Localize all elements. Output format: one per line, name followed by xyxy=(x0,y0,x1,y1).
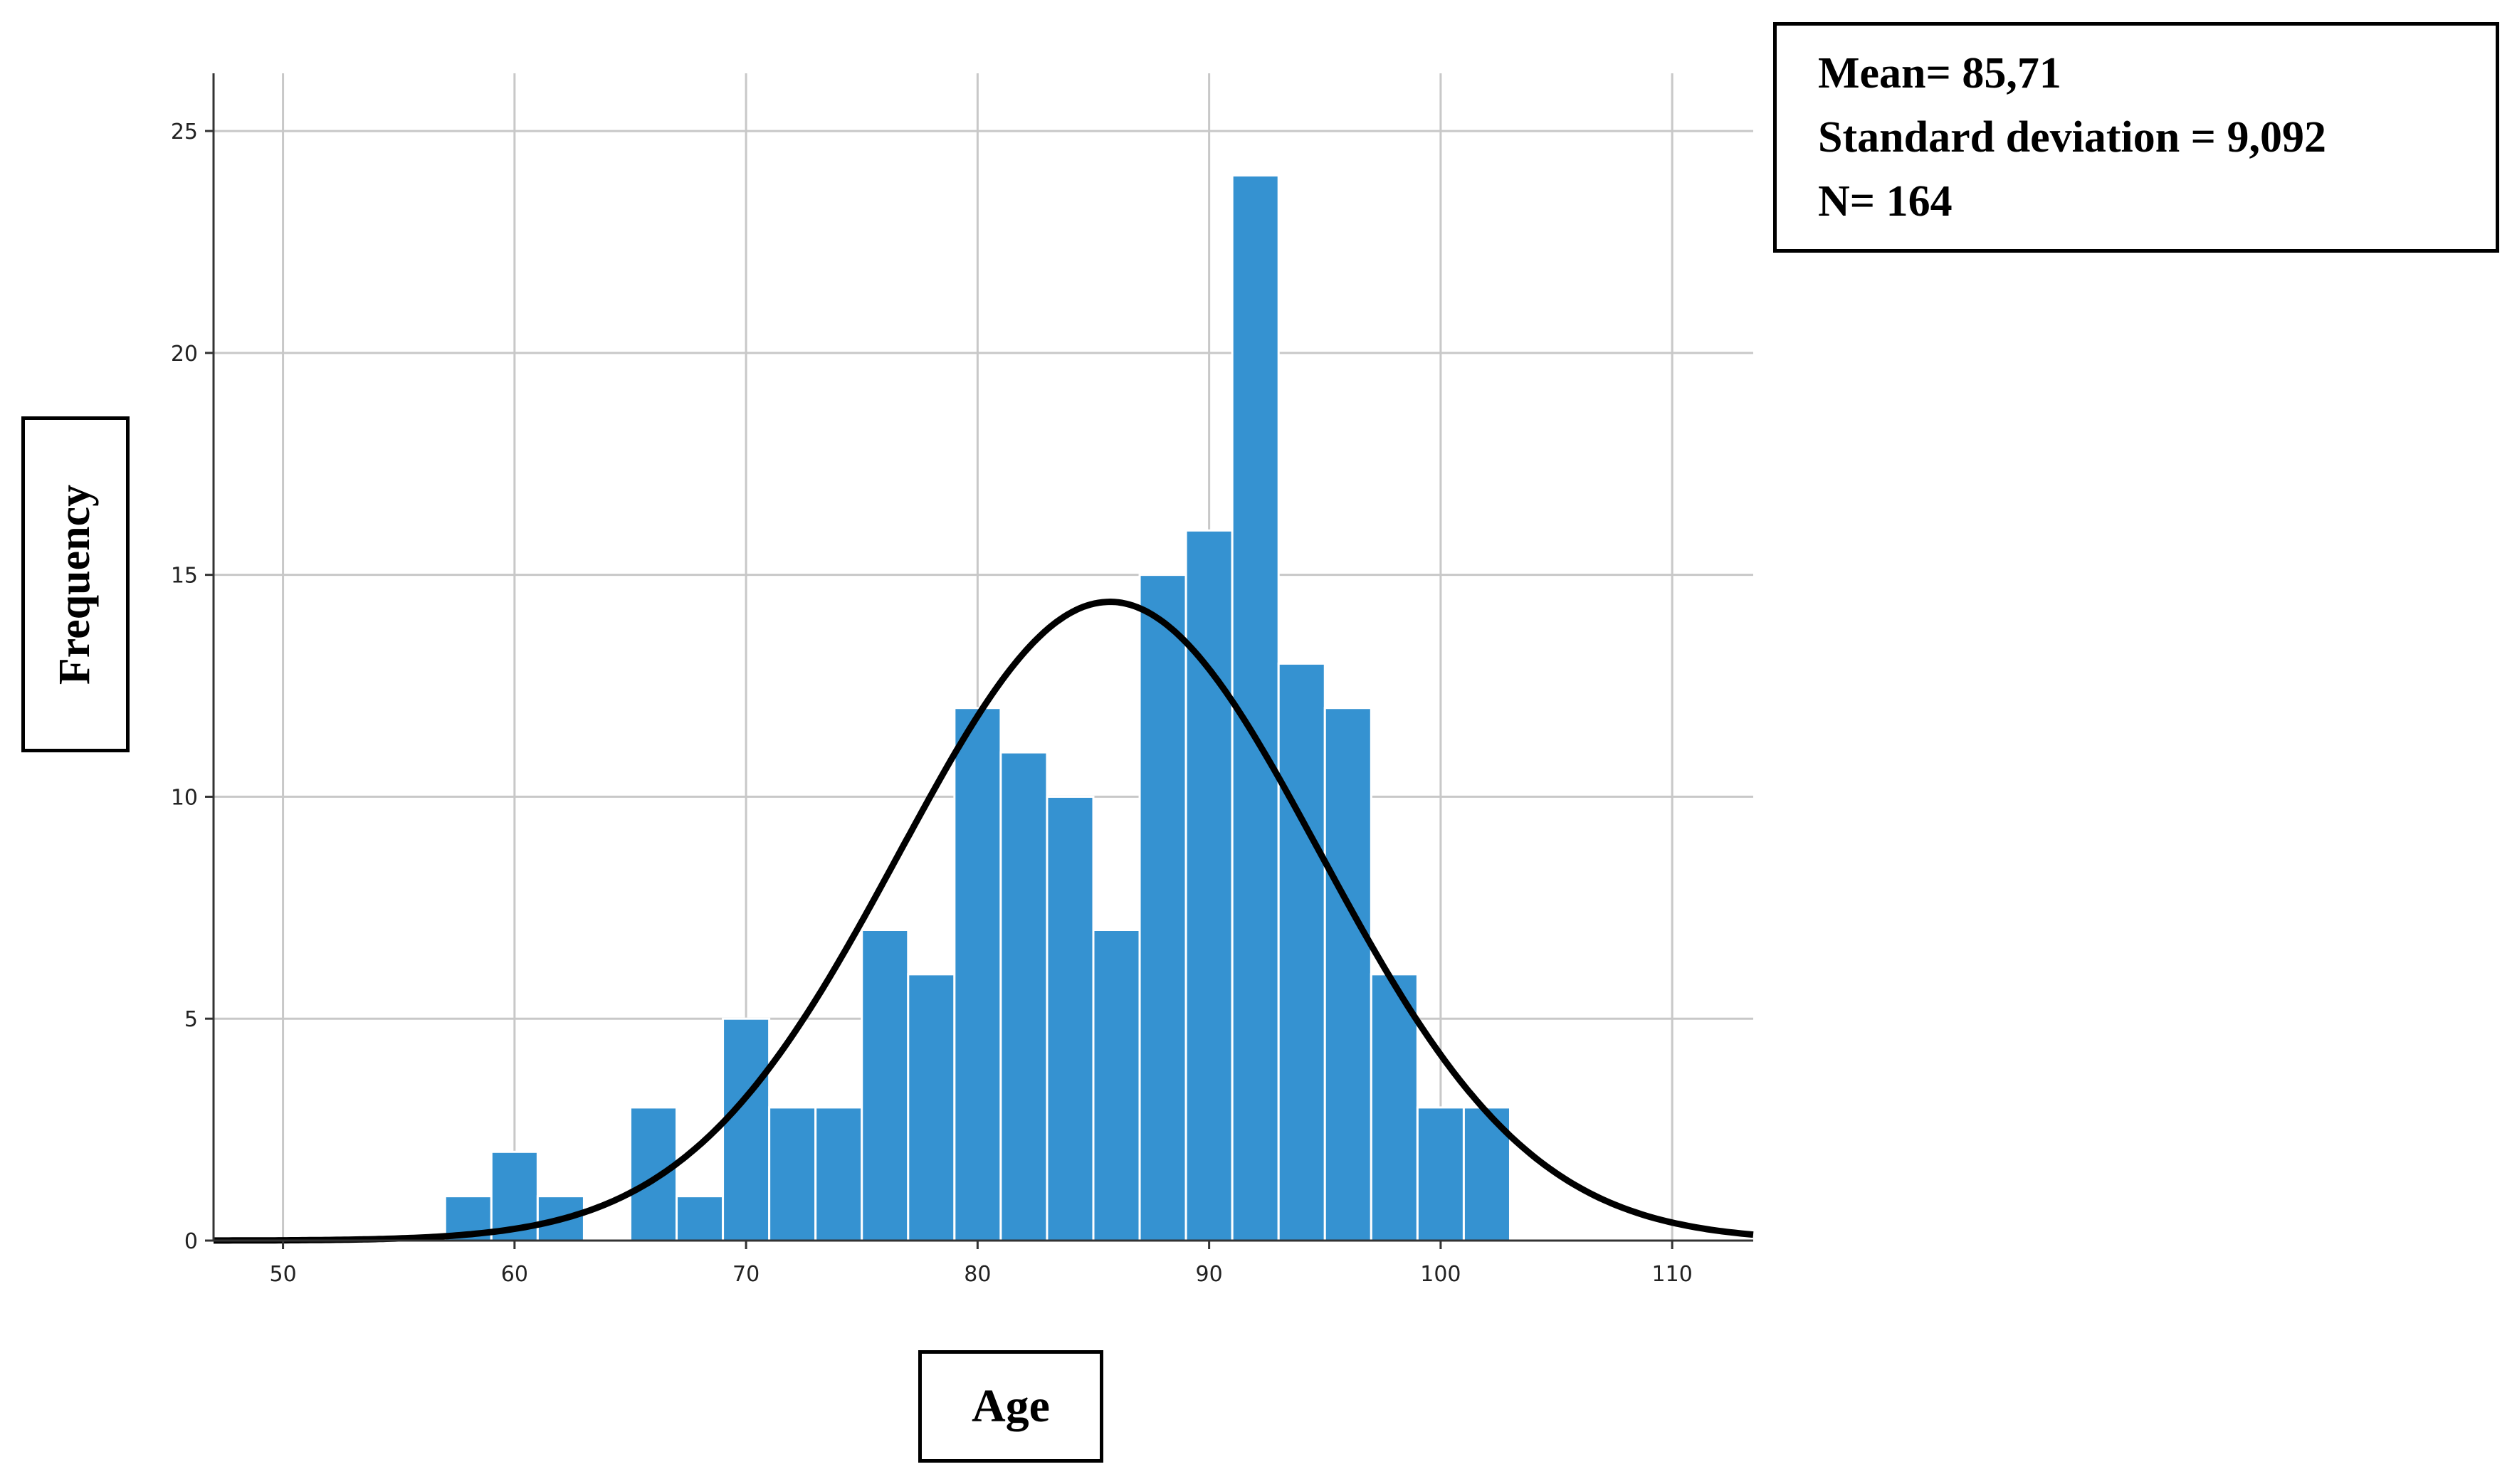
histogram-bar xyxy=(768,1106,817,1242)
histogram-bar xyxy=(999,751,1049,1242)
n-text: N= 164 xyxy=(1818,177,1953,226)
y-tick-label: 0 xyxy=(184,1229,198,1254)
y-axis-label: Frequency xyxy=(51,484,100,685)
histogram-bar xyxy=(1092,928,1141,1242)
x-tick-label: 110 xyxy=(1652,1262,1693,1287)
x-tick-label: 70 xyxy=(732,1262,760,1287)
x-tick-label: 80 xyxy=(964,1262,991,1287)
y-tick-label: 25 xyxy=(171,120,198,144)
x-tick-label: 50 xyxy=(269,1262,296,1287)
x-tick-label: 100 xyxy=(1420,1262,1461,1287)
histogram-bar xyxy=(907,973,956,1242)
histogram-bar xyxy=(1138,574,1187,1242)
histogram-bar xyxy=(953,707,1002,1242)
histogram-bar xyxy=(1277,662,1326,1242)
x-tick-label: 60 xyxy=(501,1262,528,1287)
y-axis-label-box: Frequency xyxy=(21,416,130,752)
y-tick-label: 5 xyxy=(184,1007,198,1032)
histogram-bar xyxy=(1370,973,1419,1242)
histogram-bar xyxy=(861,928,910,1242)
statistics-box: Mean= 85,71 Standard deviation = 9,092 N… xyxy=(1773,22,2499,253)
y-tick-label: 10 xyxy=(171,785,198,810)
histogram-bar xyxy=(1046,795,1095,1242)
histogram-bar xyxy=(1416,1106,1465,1242)
histogram-bar xyxy=(722,1017,771,1242)
histogram-bar xyxy=(629,1106,678,1242)
x-axis-label-box: Age xyxy=(918,1350,1103,1463)
y-tick-label: 20 xyxy=(171,342,198,367)
y-tick-label: 15 xyxy=(171,564,198,589)
mean-text: Mean= 85,71 xyxy=(1818,49,2061,98)
normal-curve xyxy=(214,599,1754,1244)
chart-axes xyxy=(205,73,1753,1249)
sd-text: Standard deviation = 9,092 xyxy=(1818,113,2326,162)
x-axis-label: Age xyxy=(972,1380,1050,1432)
histogram-bar xyxy=(676,1195,725,1242)
histogram-bar xyxy=(814,1106,863,1242)
tick-labels: 50 60 70 80 90 100 110 0 5 10 15 20 25 xyxy=(171,120,1693,1287)
histogram-bar xyxy=(1184,529,1234,1242)
histogram-bar xyxy=(1323,707,1372,1242)
x-tick-label: 90 xyxy=(1196,1262,1223,1287)
histogram-bars xyxy=(443,174,1511,1242)
